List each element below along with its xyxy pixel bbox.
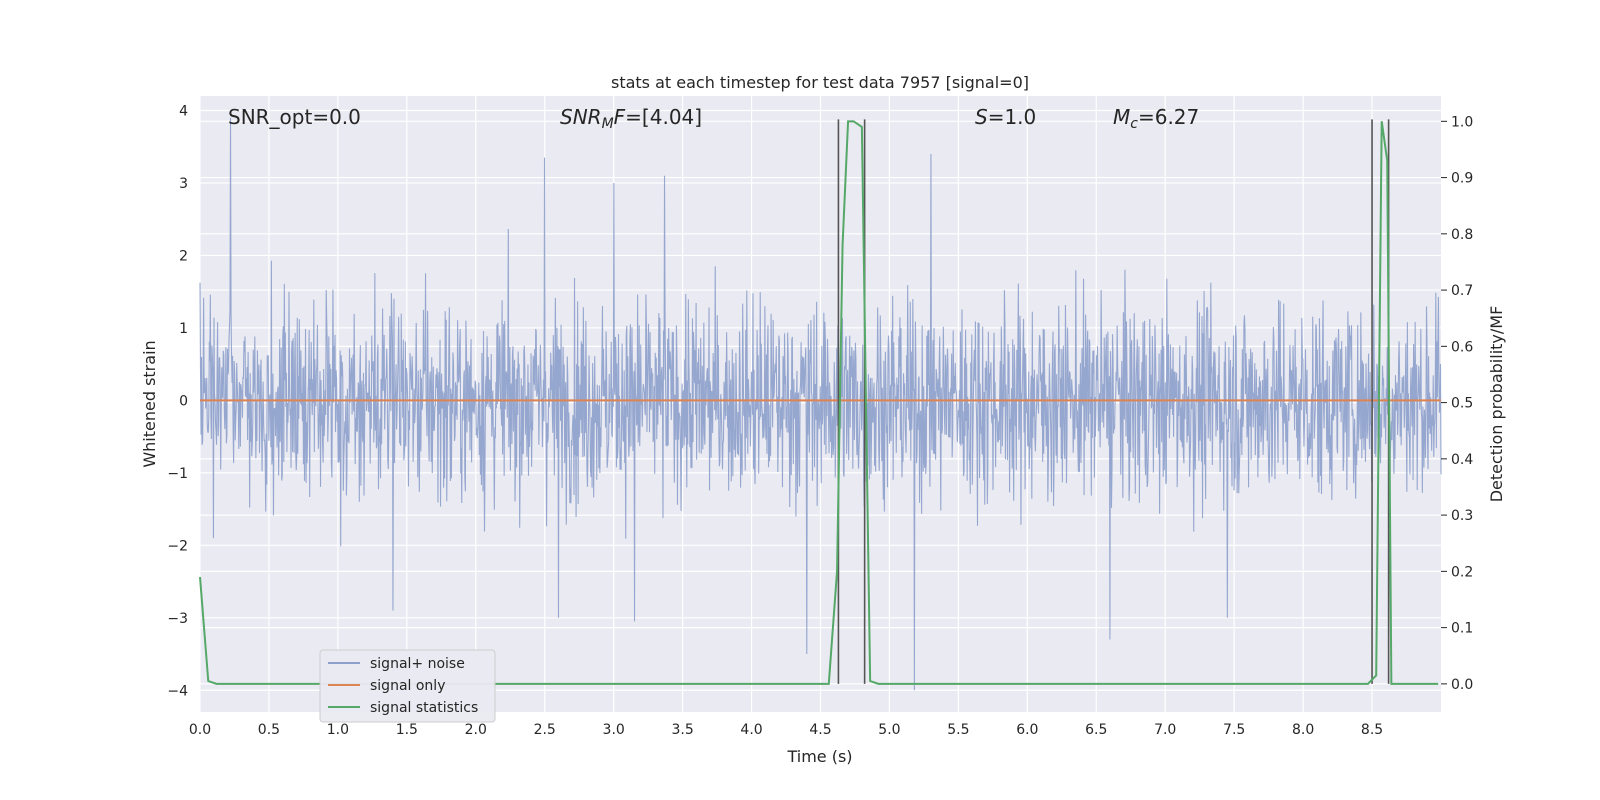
- x-tick-label: 1.0: [327, 722, 349, 738]
- x-axis-label: Time (s): [786, 747, 852, 766]
- x-tick-label: 6.5: [1085, 722, 1107, 738]
- annotation-snr-mf: SNRMF=[4.04]: [560, 105, 702, 132]
- signal-statistics-line: [199, 120, 1439, 685]
- x-tick-label: 5.0: [878, 722, 900, 738]
- y-left-tick-label: 0: [179, 393, 188, 409]
- x-tick-label: 6.0: [1016, 722, 1038, 738]
- y-right-tick-label: 0.6: [1451, 339, 1473, 355]
- x-tick-label: 1.5: [396, 722, 418, 738]
- y-left-tick-label: −4: [167, 683, 188, 699]
- x-tick-label: 2.0: [465, 722, 487, 738]
- y-right-tick-label: 1.0: [1451, 114, 1473, 130]
- y-left-tick-label: 1: [179, 321, 188, 337]
- signal-statistics-series: [199, 120, 1439, 685]
- y-right-tick-label: 0.1: [1451, 621, 1473, 637]
- x-tick-label: 0.5: [258, 722, 280, 738]
- legend: signal+ noise signal only signal statist…: [319, 649, 496, 723]
- y-axis-right-label: Detection probability/MF: [1487, 306, 1506, 503]
- x-tick-label: 2.5: [534, 722, 556, 738]
- y-left-tick-label: 4: [179, 103, 188, 119]
- y-axis-right-ticks: 1.0 0.9 0.8 0.7 0.6 0.5 0.4 0.3 0.2 0.1 0.0: [1441, 114, 1473, 693]
- y-right-tick-label: 0.3: [1451, 508, 1473, 524]
- x-tick-label: 8.5: [1361, 722, 1383, 738]
- legend-label-signal-only: signal only: [370, 678, 445, 694]
- y-right-tick-label: 0.9: [1451, 171, 1473, 187]
- annotation-s: S=1.0: [975, 105, 1036, 129]
- y-right-tick-label: 0.4: [1451, 452, 1473, 468]
- x-tick-label: 4.5: [809, 722, 831, 738]
- legend-label-signal-statistics: signal statistics: [370, 700, 478, 716]
- y-right-tick-label: 0.7: [1451, 283, 1473, 299]
- y-left-tick-label: −1: [167, 466, 188, 482]
- y-right-tick-label: 0.0: [1451, 677, 1473, 693]
- x-tick-label: 7.0: [1154, 722, 1176, 738]
- y-left-tick-label: 2: [179, 248, 188, 264]
- chart-title: stats at each timestep for test data 795…: [611, 73, 1029, 92]
- x-tick-label: 3.5: [671, 722, 693, 738]
- x-tick-label: 4.0: [740, 722, 762, 738]
- y-right-tick-label: 0.8: [1451, 227, 1473, 243]
- x-tick-label: 8.0: [1292, 722, 1314, 738]
- x-tick-label: 5.5: [947, 722, 969, 738]
- y-right-tick-label: 0.5: [1451, 396, 1473, 412]
- legend-label-signal-noise: signal+ noise: [370, 656, 465, 672]
- y-right-tick-label: 0.2: [1451, 564, 1473, 580]
- x-tick-label: 3.0: [603, 722, 625, 738]
- annotation-snr-opt: SNR_opt=0.0: [228, 105, 361, 129]
- y-axis-left-ticks: 4 3 2 1 0 −1 −2 −3 −4: [167, 103, 188, 699]
- x-tick-label: 7.5: [1223, 722, 1245, 738]
- x-axis-ticks: 0.0 0.5 1.0 1.5 2.0 2.5 3.0 3.5 4.0 4.5 5.0 5.5 6.0 6…: [189, 722, 1383, 738]
- y-left-tick-label: −3: [167, 611, 188, 627]
- x-tick-label: 0.0: [189, 722, 211, 738]
- y-axis-left-label: Whitened strain: [140, 340, 159, 467]
- annotation-mc: Mc=6.27: [1113, 105, 1199, 132]
- y-left-tick-label: −2: [167, 538, 188, 554]
- legend-box: [319, 649, 496, 723]
- y-left-tick-label: 3: [179, 176, 188, 192]
